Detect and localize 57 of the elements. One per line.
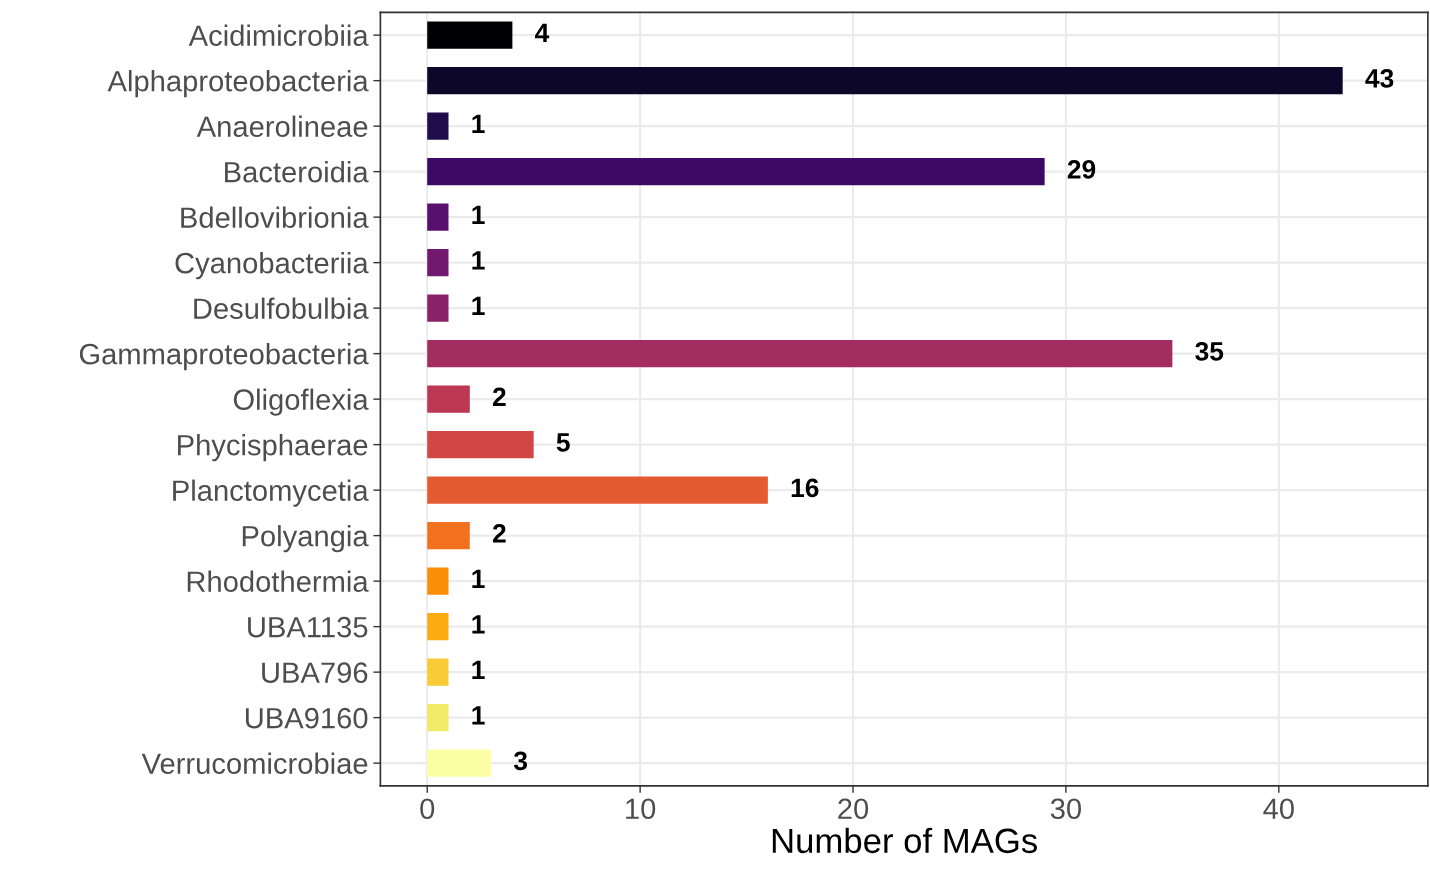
bar bbox=[427, 749, 492, 777]
bar bbox=[427, 658, 449, 686]
bar bbox=[427, 248, 449, 277]
y-tick-label: Phycisphaerae bbox=[178, 434, 368, 462]
x-tick-label: 20 bbox=[838, 798, 869, 820]
x-tick-label: 0 bbox=[420, 798, 435, 820]
bar bbox=[427, 339, 1173, 368]
y-tick-label: Verrucomicrobiae bbox=[141, 752, 368, 774]
bar bbox=[427, 66, 1343, 95]
y-tick-label: UBA9160 bbox=[245, 707, 368, 729]
data-label: 2 bbox=[492, 524, 506, 543]
bar bbox=[427, 430, 534, 459]
y-tick-label: Alphaproteobacteria bbox=[107, 70, 369, 98]
x-tick-label: 30 bbox=[1050, 798, 1081, 820]
bar bbox=[427, 157, 1045, 186]
data-label: 1 bbox=[472, 114, 485, 133]
y-tick-label: UBA1135 bbox=[248, 616, 368, 638]
y-tick-label: Polyangia bbox=[242, 525, 369, 553]
data-label: 35 bbox=[1195, 342, 1224, 361]
bar bbox=[427, 294, 449, 322]
y-tick-label: UBA796 bbox=[262, 662, 368, 683]
data-label: 3 bbox=[513, 751, 528, 771]
bar bbox=[427, 21, 513, 49]
bar bbox=[427, 703, 449, 732]
y-tick-label: Cyanobacteriia bbox=[175, 252, 369, 280]
data-label: 1 bbox=[472, 660, 485, 679]
data-label: 2 bbox=[492, 387, 506, 406]
data-label: 1 bbox=[472, 205, 485, 224]
x-tick-label: 40 bbox=[1263, 798, 1294, 820]
y-tick-label: Bacteroidia bbox=[225, 161, 369, 183]
data-label: 1 bbox=[472, 296, 485, 315]
y-tick-label: Anaerolineae bbox=[196, 115, 368, 137]
y-tick-label: Gammaproteobacteria bbox=[79, 343, 369, 371]
y-tick-label: Planctomycetia bbox=[173, 479, 369, 507]
bar bbox=[427, 385, 470, 413]
bar bbox=[427, 612, 449, 641]
data-label: 1 bbox=[472, 615, 485, 634]
y-tick-label: Rhodothermia bbox=[187, 570, 369, 592]
y-tick-label: Oligoflexia bbox=[233, 388, 369, 416]
data-label: 1 bbox=[472, 251, 485, 270]
bar bbox=[427, 476, 768, 504]
y-tick-label: Desulfobulbia bbox=[194, 297, 369, 319]
data-label: 1 bbox=[472, 706, 485, 725]
x-tick-label: 10 bbox=[626, 798, 656, 820]
data-label: 29 bbox=[1067, 160, 1096, 179]
data-label: 4 bbox=[535, 23, 550, 42]
bar bbox=[427, 112, 449, 140]
bar bbox=[427, 567, 449, 595]
data-label: 16 bbox=[791, 478, 819, 498]
data-label: 43 bbox=[1365, 69, 1394, 88]
data-label: 1 bbox=[472, 569, 485, 588]
y-tick-label: Bdellovibrionia bbox=[181, 206, 369, 228]
y-tick-label: Acidimicrobiia bbox=[188, 24, 369, 46]
bar bbox=[427, 521, 470, 550]
bar bbox=[427, 203, 449, 231]
data-label: 5 bbox=[556, 433, 570, 452]
x-axis-title: Number of MAGs bbox=[772, 827, 1037, 854]
